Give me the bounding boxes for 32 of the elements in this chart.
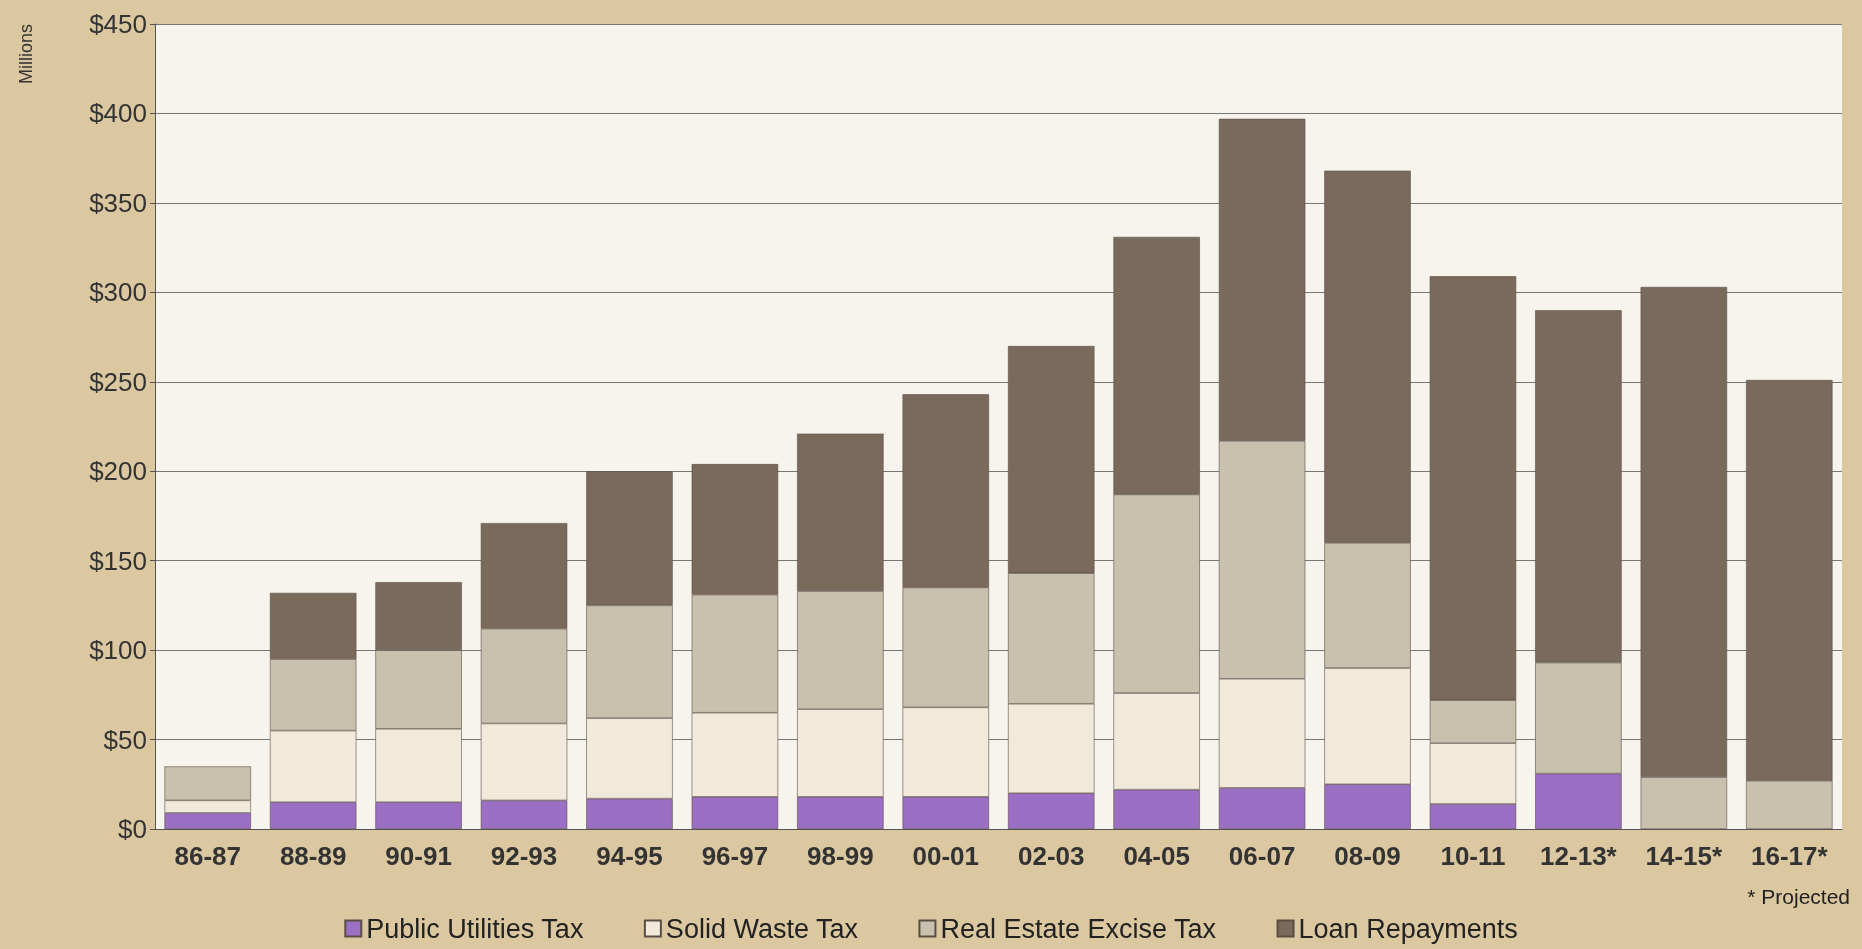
legend-label: Loan Repayments bbox=[1298, 913, 1518, 944]
y-axis-title: Millions bbox=[16, 24, 36, 85]
x-tick-label: 12-13* bbox=[1540, 841, 1618, 871]
x-tick-label: 14-15* bbox=[1645, 841, 1724, 871]
y-tick-label: $400 bbox=[89, 98, 147, 129]
x-tick-label: 04-05 bbox=[1123, 841, 1190, 871]
text: * Projected bbox=[1747, 885, 1851, 908]
x-tick-label: 08-09 bbox=[1334, 841, 1401, 871]
y-tick-label: $100 bbox=[89, 635, 147, 666]
x-tick-label: 96-97 bbox=[701, 841, 769, 871]
y-tick-label: $450 bbox=[89, 9, 147, 39]
x-tick-label: 86-87 bbox=[174, 841, 241, 871]
x-tick-label: 16-17* bbox=[1750, 841, 1829, 871]
legend-label: Real Estate Excise Tax bbox=[940, 913, 1217, 944]
y-tick-label: $150 bbox=[89, 545, 147, 576]
x-tick-label: 06-07 bbox=[1228, 841, 1296, 871]
x-tick-label: 92-93 bbox=[490, 841, 558, 871]
y-tick-label: $0 bbox=[118, 814, 147, 844]
x-tick-label: 90-91 bbox=[385, 841, 452, 871]
x-tick-label: 02-03 bbox=[1017, 841, 1085, 871]
y-tick-label: $300 bbox=[89, 277, 147, 308]
x-tick-label: 00-01 bbox=[912, 841, 980, 871]
x-tick-label: 10-11 bbox=[1440, 841, 1506, 871]
y-tick-label: $50 bbox=[103, 724, 147, 755]
x-tick-label: 94-95 bbox=[596, 841, 663, 871]
y-tick-label: $200 bbox=[89, 456, 147, 487]
legend-label: Public Utilities Tax bbox=[366, 913, 584, 944]
y-tick-label: $350 bbox=[89, 187, 147, 218]
x-tick-label: 88-89 bbox=[279, 841, 347, 871]
x-tick-label: 98-99 bbox=[807, 841, 874, 871]
legend-label: Solid Waste Tax bbox=[665, 913, 859, 944]
y-tick-label: $250 bbox=[89, 366, 147, 397]
